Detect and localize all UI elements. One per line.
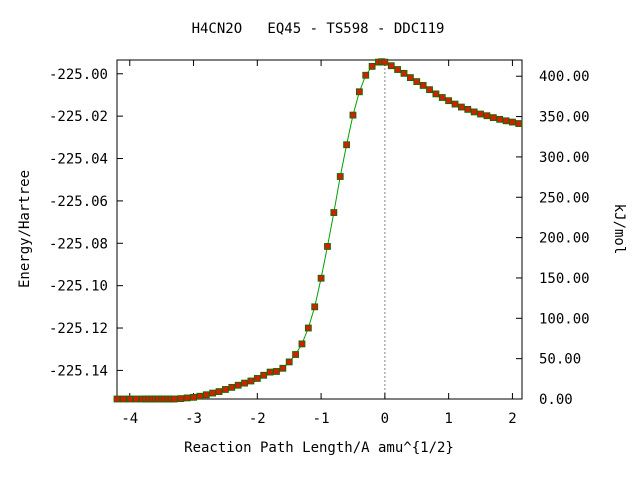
y-tick-label: -225.00	[49, 67, 108, 83]
data-point	[190, 393, 197, 401]
data-point	[343, 141, 351, 149]
x-axis: -4 -3 -2 -1 0 1 2	[121, 60, 517, 427]
data-point	[515, 120, 523, 127]
data-point	[126, 395, 134, 403]
data-point	[266, 368, 274, 376]
data-point	[330, 209, 338, 216]
data-point	[304, 324, 312, 332]
data-point	[170, 395, 178, 403]
data-point	[477, 110, 484, 118]
data-point	[368, 62, 376, 70]
data-point	[183, 394, 191, 402]
plot-frame	[116, 59, 523, 400]
y-tick-label: -225.02	[49, 109, 108, 125]
y-tick-label: -225.04	[49, 152, 108, 168]
data-point	[489, 114, 497, 122]
energy-curve	[117, 61, 519, 400]
data-point	[432, 90, 440, 98]
data-point	[355, 88, 363, 96]
y2-axis-label: kJ/mol	[611, 204, 627, 255]
data-point	[209, 389, 217, 397]
data-point	[234, 381, 242, 389]
data-point	[413, 78, 421, 86]
y-axis-right: 0.00 50.00 100.00 150.00 200.00 250.00 300.00 3…	[516, 69, 590, 408]
data-point	[509, 118, 516, 126]
data-point	[285, 358, 293, 366]
data-point	[336, 173, 344, 180]
data-point	[387, 62, 395, 70]
data-point	[222, 386, 229, 393]
data-point	[451, 100, 459, 108]
data-point	[215, 388, 223, 395]
data-point	[406, 74, 414, 81]
data-point	[394, 66, 402, 73]
data-point	[119, 395, 127, 403]
data-point	[132, 395, 140, 403]
y2-tick-label: 200.00	[539, 231, 590, 247]
y-tick-label: -225.12	[49, 321, 108, 337]
data-point	[362, 71, 370, 79]
data-point	[298, 340, 306, 348]
data-point	[253, 375, 261, 382]
data-point	[438, 94, 446, 101]
data-point	[228, 383, 236, 391]
x-tick-label: -3	[185, 411, 202, 427]
data-point	[247, 377, 255, 385]
y2-tick-label: 100.00	[539, 311, 590, 327]
y2-tick-label: 250.00	[539, 190, 590, 206]
x-tick-label: -2	[249, 411, 266, 427]
y2-tick-label: 50.00	[539, 352, 581, 368]
y-tick-label: -225.06	[49, 194, 108, 210]
data-point	[400, 69, 408, 77]
x-tick-label: 0	[381, 411, 389, 427]
data-point	[311, 303, 319, 311]
data-point	[324, 243, 331, 250]
data-point	[279, 364, 287, 372]
data-point	[445, 97, 453, 105]
data-point	[260, 371, 268, 379]
data-point	[426, 86, 433, 94]
data-point	[381, 58, 389, 66]
data-point	[419, 82, 427, 89]
data-point	[483, 112, 491, 120]
x-tick-label: 1	[444, 411, 452, 427]
y2-tick-label: 0.00	[539, 392, 573, 408]
x-tick-label: 2	[508, 411, 516, 427]
data-point	[241, 379, 248, 387]
y-tick-label: -225.14	[49, 363, 108, 379]
y-tick-label: -225.08	[49, 236, 108, 252]
x-axis-label: Reaction Path Length/A amu^{1/2}	[184, 440, 454, 456]
data-point	[292, 351, 299, 358]
data-point	[273, 368, 280, 375]
y2-tick-label: 400.00	[539, 69, 590, 85]
data-point	[470, 108, 478, 116]
data-point	[177, 395, 185, 402]
y2-tick-label: 350.00	[539, 110, 590, 126]
y2-tick-label: 300.00	[539, 150, 590, 166]
x-tick-label: -4	[121, 411, 138, 427]
data-point	[113, 395, 121, 403]
y-tick-label: -225.10	[49, 279, 108, 295]
data-point	[317, 274, 325, 282]
data-point	[349, 111, 357, 119]
data-points	[113, 58, 523, 403]
y-axis-label: Energy/Hartree	[17, 170, 33, 288]
chart-title: H4CN2O EQ45 - TS598 - DDC119	[192, 21, 445, 37]
data-point	[502, 117, 510, 125]
data-point	[458, 103, 465, 111]
y2-tick-label: 150.00	[539, 271, 590, 287]
data-point	[202, 391, 210, 399]
data-point	[196, 392, 204, 400]
data-point	[464, 105, 472, 113]
y-axis-left: -225.00 -225.02 -225.04 -225.06 -225.08 -225.…	[49, 67, 123, 379]
data-point	[496, 115, 504, 123]
x-tick-label: -1	[313, 411, 330, 427]
